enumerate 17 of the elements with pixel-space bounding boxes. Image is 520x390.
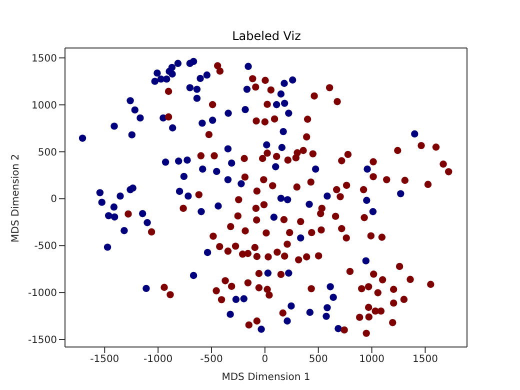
chart-title: Labeled Viz	[231, 29, 302, 43]
x-axis-title: MDS Dimension 1	[222, 372, 310, 383]
x-tick-label: -1000	[144, 354, 173, 366]
y-tick-label: -1500	[28, 335, 57, 346]
x-tick-label: 1000	[359, 354, 385, 366]
y-tick-label: 1000	[32, 100, 57, 112]
y-tick-label: -1000	[28, 288, 57, 300]
y-tick-label: -500	[34, 241, 57, 252]
x-tick-label: 0	[262, 354, 268, 366]
x-tick-label: -500	[200, 354, 223, 366]
y-axis-title: MDS Dimension 2	[10, 154, 22, 242]
x-tick-label: -1500	[90, 354, 120, 366]
y-tick-label: 1500	[32, 53, 57, 64]
x-tick-label: 1500	[412, 354, 438, 366]
y-tick-label: 0	[50, 194, 57, 206]
y-tick-label: 500	[38, 147, 57, 158]
x-tick-label: 500	[308, 354, 328, 366]
